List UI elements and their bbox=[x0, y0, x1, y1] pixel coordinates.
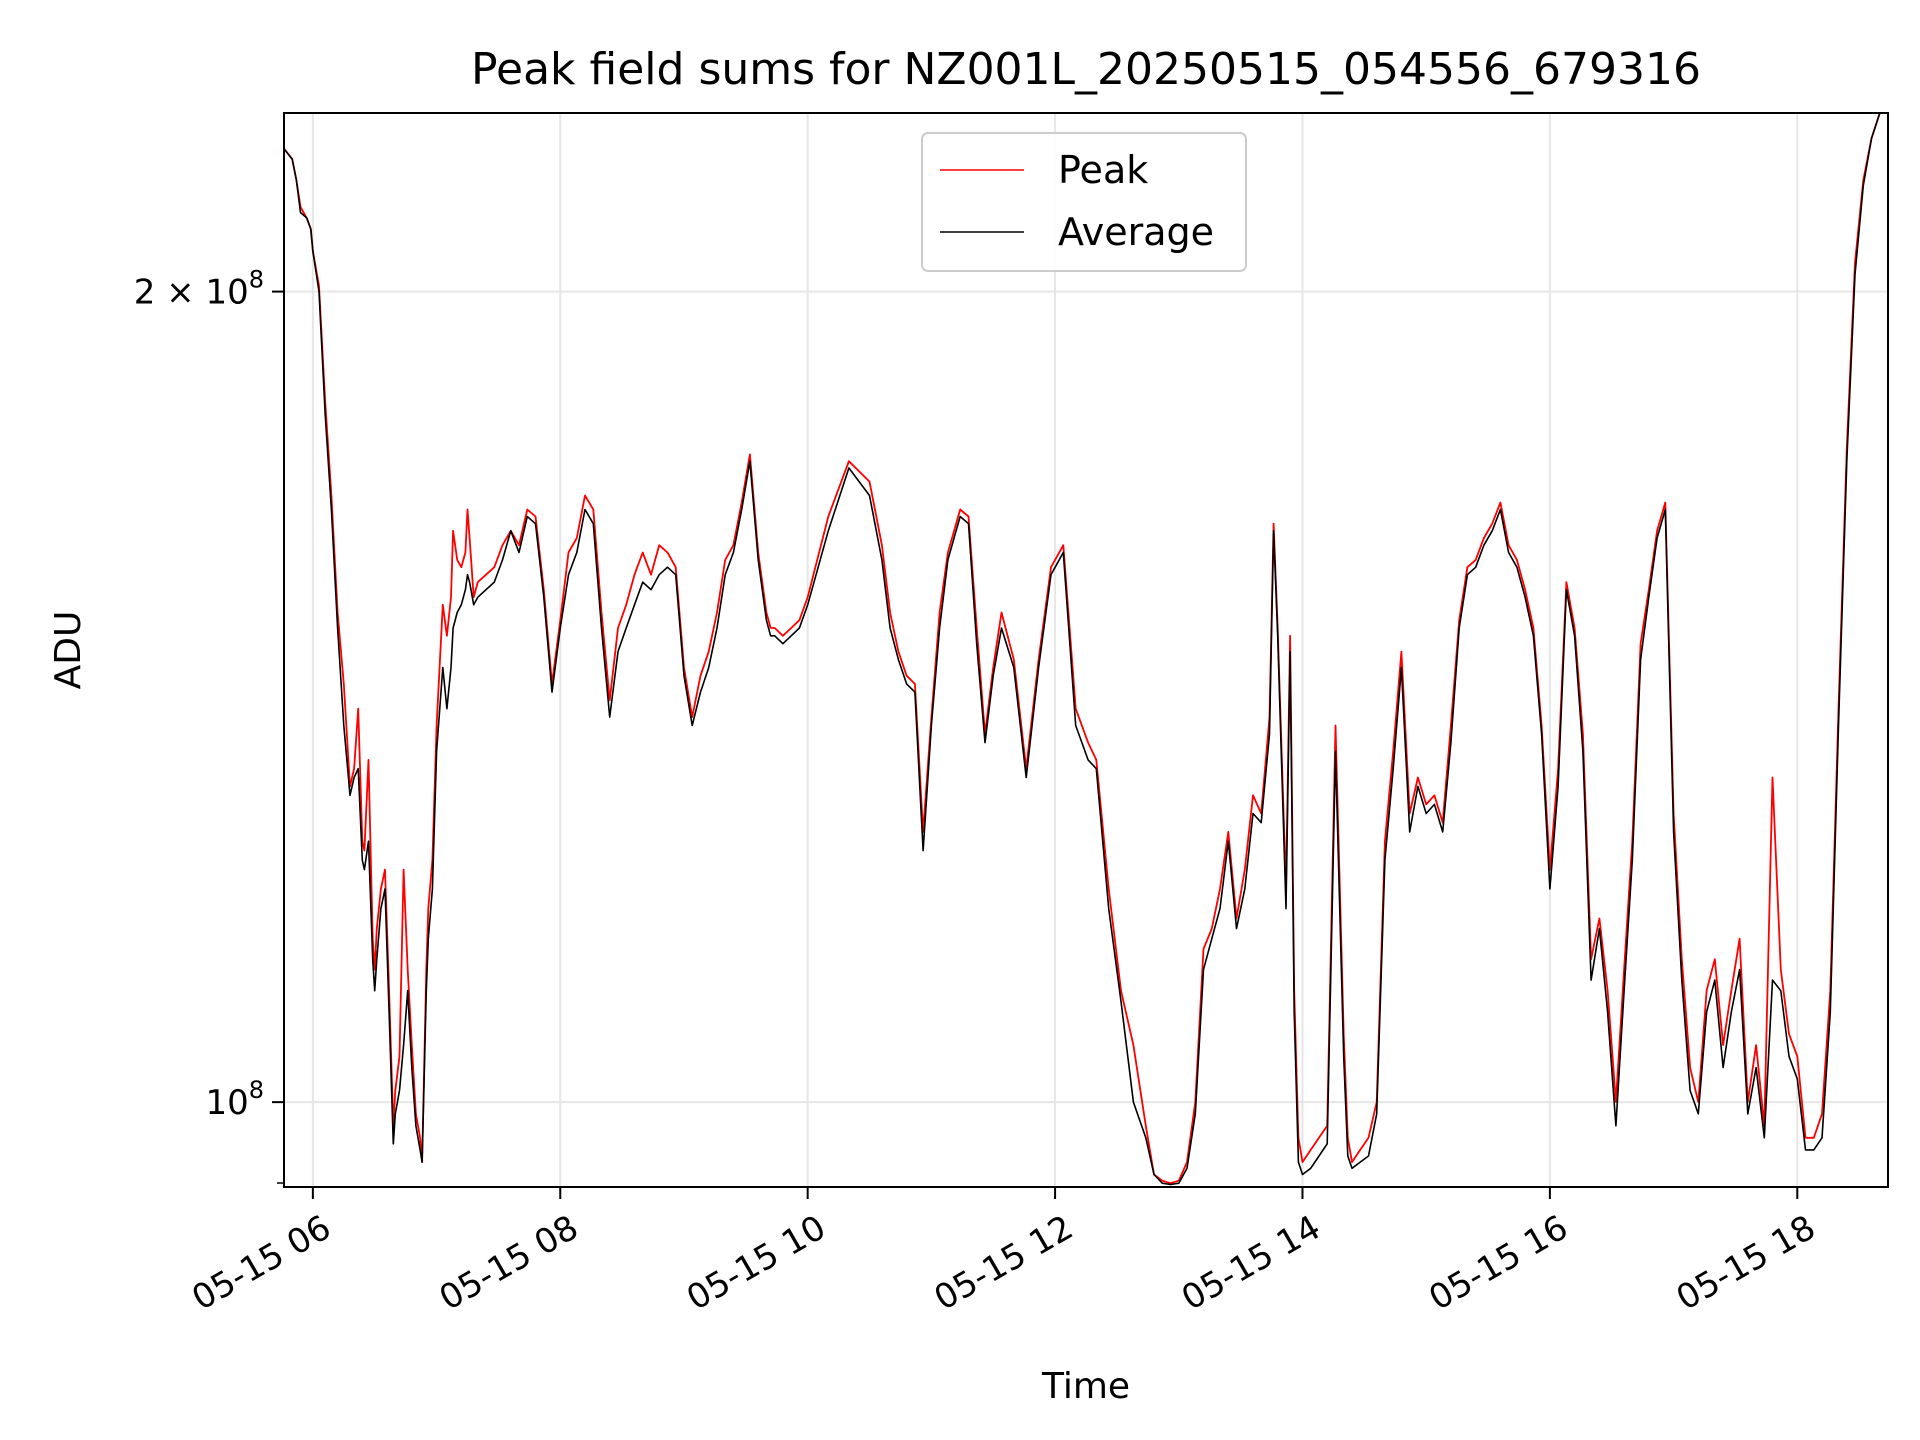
grid bbox=[284, 113, 1888, 1187]
chart-title: Peak field sums for NZ001L_20250515_0545… bbox=[471, 44, 1701, 95]
y-axis-label: ADU bbox=[48, 611, 89, 690]
y-axis: 2 × 108 108 bbox=[134, 266, 284, 1184]
legend: Peak Average bbox=[921, 132, 1247, 272]
legend-box bbox=[921, 132, 1247, 272]
series-line-peak bbox=[283, 112, 1888, 1185]
legend-label-average: Average bbox=[1058, 210, 1214, 254]
x-axis-label: Time bbox=[1041, 1366, 1130, 1407]
legend-label-peak: Peak bbox=[1058, 148, 1148, 192]
series-line-average bbox=[283, 112, 1888, 1186]
series-layer bbox=[283, 112, 1888, 1186]
plot-frame bbox=[283, 112, 1889, 1188]
y-tick-label: 108 bbox=[205, 1076, 264, 1123]
y-tick-label: 2 × 108 bbox=[134, 266, 264, 313]
